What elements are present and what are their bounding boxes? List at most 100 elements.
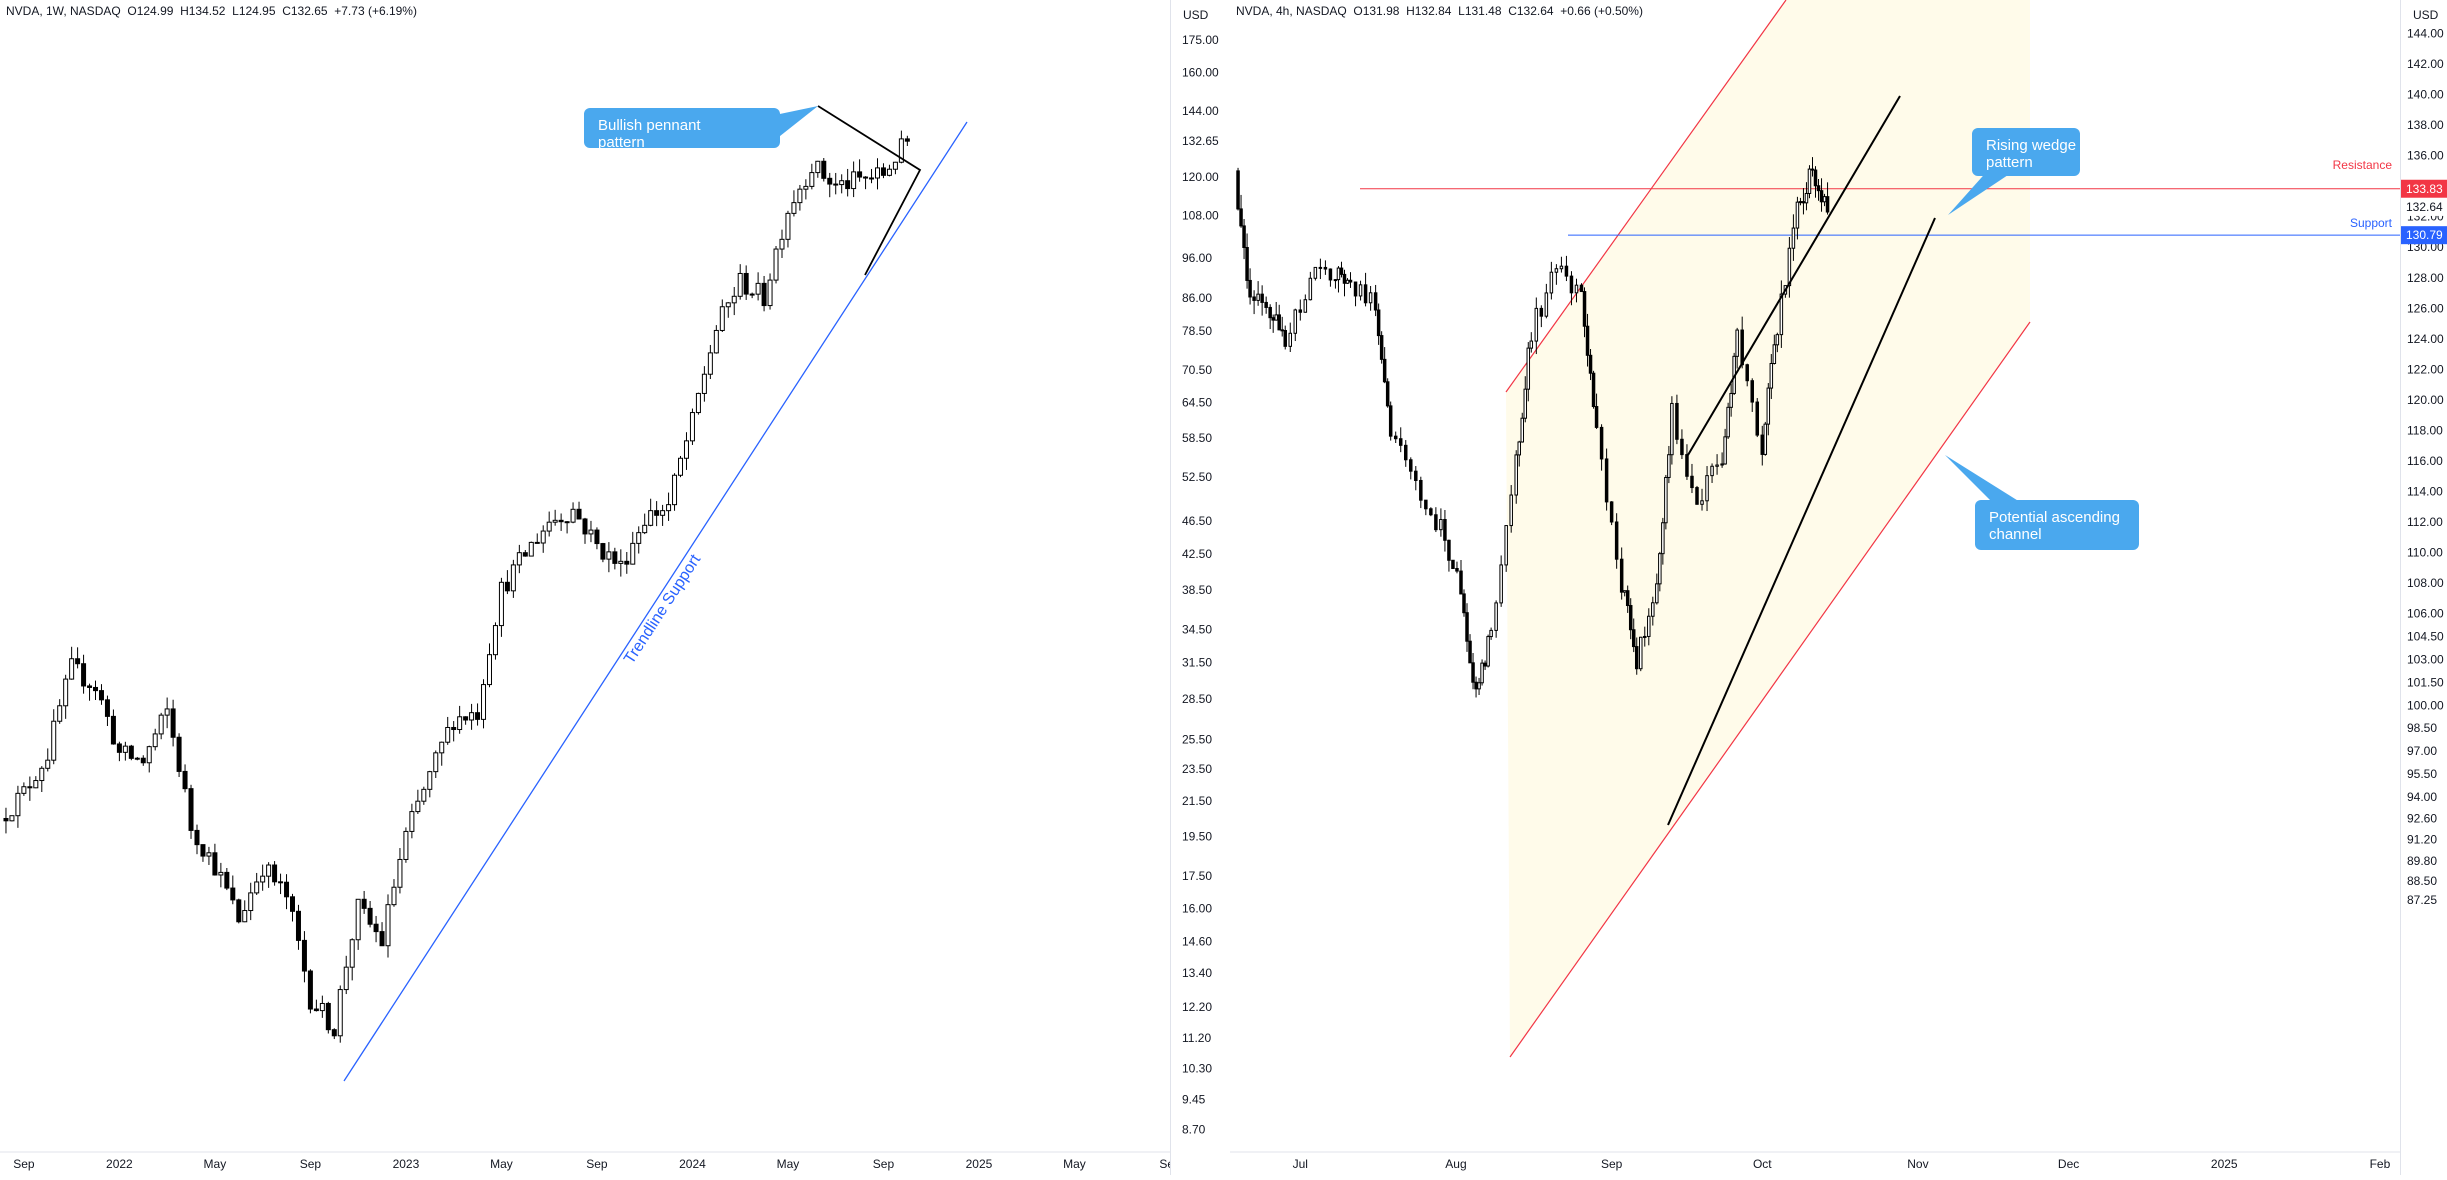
fourhour-candle (1486, 636, 1490, 667)
price-tick-label: 42.50 (1182, 547, 1212, 561)
weekly-symbol: NVDA, 1W, NASDAQ (6, 4, 121, 18)
fourhour-candle (1695, 487, 1699, 505)
weekly-candle (886, 168, 892, 176)
fourhour-candle (1639, 636, 1643, 670)
weekly-candle (98, 690, 104, 701)
fourhour-candle (1414, 470, 1418, 481)
fourhour-candle (1769, 363, 1774, 389)
weekly-candle (236, 899, 242, 923)
weekly-candle (337, 989, 343, 1037)
weekly-candle (463, 716, 469, 721)
time-tick-label: Feb (2370, 1157, 2391, 1171)
weekly-candle (618, 560, 624, 564)
weekly-candle (588, 529, 594, 535)
time-tick-label: 2022 (106, 1157, 133, 1171)
fourhour-candle (1323, 266, 1328, 270)
weekly-candle (791, 202, 797, 214)
weekly-candle (45, 759, 51, 769)
fourhour-chart-canvas[interactable]: Resistance Support Jul Aug Sep Oct Nov Dec 2025 F… (1230, 0, 2400, 1175)
fourhour-candle (1795, 201, 1800, 229)
fourhour-candle (1801, 201, 1806, 204)
weekly-candle (695, 392, 701, 414)
fourhour-candle (1625, 590, 1630, 607)
price-tick-label: 11.20 (1182, 1031, 1211, 1045)
price-tick-label: 132.65 (1182, 134, 1219, 148)
support-price-text: 130.79 (2406, 228, 2443, 242)
fourhour-candle (1594, 406, 1599, 428)
fourhour-candle (1729, 392, 1733, 408)
price-tick-label: 160.00 (1182, 66, 1219, 80)
weekly-candle (636, 532, 642, 544)
weekly-candle (116, 743, 122, 753)
fourhour-candle (1514, 454, 1518, 496)
weekly-candle (672, 474, 678, 506)
fourhour-candle (1710, 465, 1714, 477)
weekly-candle (779, 238, 785, 250)
fourhour-candle (1643, 635, 1647, 638)
time-tick-label: Sep (873, 1157, 895, 1171)
fourhour-candle (1647, 615, 1651, 637)
weekly-candle (427, 771, 433, 790)
weekly-candle (260, 875, 266, 883)
weekly-candle (27, 786, 33, 789)
price-tick-label: 122.00 (2407, 362, 2444, 376)
fourhour-candle (1409, 459, 1413, 472)
price-tick-label: 101.50 (2407, 675, 2444, 689)
weekly-candle (510, 564, 516, 592)
fourhour-candle (1750, 380, 1754, 403)
fourhour-candle (1459, 570, 1463, 595)
weekly-candle (504, 581, 510, 592)
fourhour-candle (1651, 602, 1655, 617)
fourhour-candle (1339, 267, 1344, 275)
fourhour-candle (1819, 190, 1824, 203)
weekly-candle (391, 886, 397, 906)
fourhour-candle (1520, 417, 1524, 443)
weekly-candle (642, 524, 648, 534)
price-tick-label: 144.00 (2407, 26, 2444, 40)
weekly-price-axis[interactable]: USD 175.00 160.00 144.00 132.65 120.00 108.00… (1170, 0, 1231, 1175)
weekly-chart-pane[interactable]: Sep 2022 May Sep 2023 May Sep 2024 May Sep 2025 May… (0, 0, 1170, 1175)
time-tick-label: 2025 (2211, 1157, 2238, 1171)
weekly-candle (707, 352, 713, 375)
weekly-candle (803, 185, 809, 190)
fourhour-candle (1388, 405, 1393, 437)
weekly-candle (689, 412, 695, 442)
fourhour-currency-label: USD (2413, 8, 2439, 22)
channel-callout-pointer (1945, 455, 2020, 502)
fourhour-candle (1619, 558, 1624, 593)
fourhour-candle (1274, 314, 1278, 321)
time-tick-label: Dec (2058, 1157, 2079, 1171)
fourhour-candle (1740, 329, 1744, 366)
fourhour-candle (1574, 284, 1579, 294)
fourhour-candle (1726, 406, 1730, 438)
fourhour-candle (1483, 662, 1487, 667)
weekly-candle (110, 715, 116, 745)
weekly-chart-canvas[interactable]: Sep 2022 May Sep 2023 May Sep 2024 May Sep 2025 May… (0, 0, 1170, 1175)
current-price-text: 132.64 (2406, 200, 2443, 214)
fourhour-candle (1822, 196, 1827, 203)
wedge-lower-line (1667, 217, 1936, 826)
weekly-candle (33, 780, 39, 789)
weekly-candle (892, 161, 898, 170)
weekly-candle (164, 708, 170, 716)
fourhour-candle (1766, 387, 1771, 425)
fourhour-candle (1585, 325, 1590, 356)
weekly-candle (409, 811, 415, 832)
weekly-candle (21, 786, 27, 794)
weekly-candle (492, 625, 498, 656)
fourhour-candle (1353, 281, 1358, 297)
weekly-candle (570, 508, 576, 523)
fourhour-chart-pane[interactable]: Resistance Support Jul Aug Sep Oct Nov Dec 2025 F… (1230, 0, 2400, 1175)
weekly-candle (540, 530, 546, 544)
fourhour-price-axis[interactable]: USD 144.00142.00140.00138.00136.00134.00… (2400, 0, 2447, 1175)
time-tick-label: 2025 (966, 1157, 993, 1171)
fourhour-candle (1614, 521, 1619, 560)
fourhour-candle (1398, 438, 1403, 446)
channel-callout-box (1975, 500, 2139, 550)
fourhour-candle (1318, 266, 1323, 269)
weekly-candle (606, 551, 612, 560)
weekly-candle (224, 871, 230, 889)
fourhour-candle (1363, 284, 1368, 304)
weekly-candle (242, 910, 248, 923)
fourhour-candle (1376, 309, 1381, 337)
